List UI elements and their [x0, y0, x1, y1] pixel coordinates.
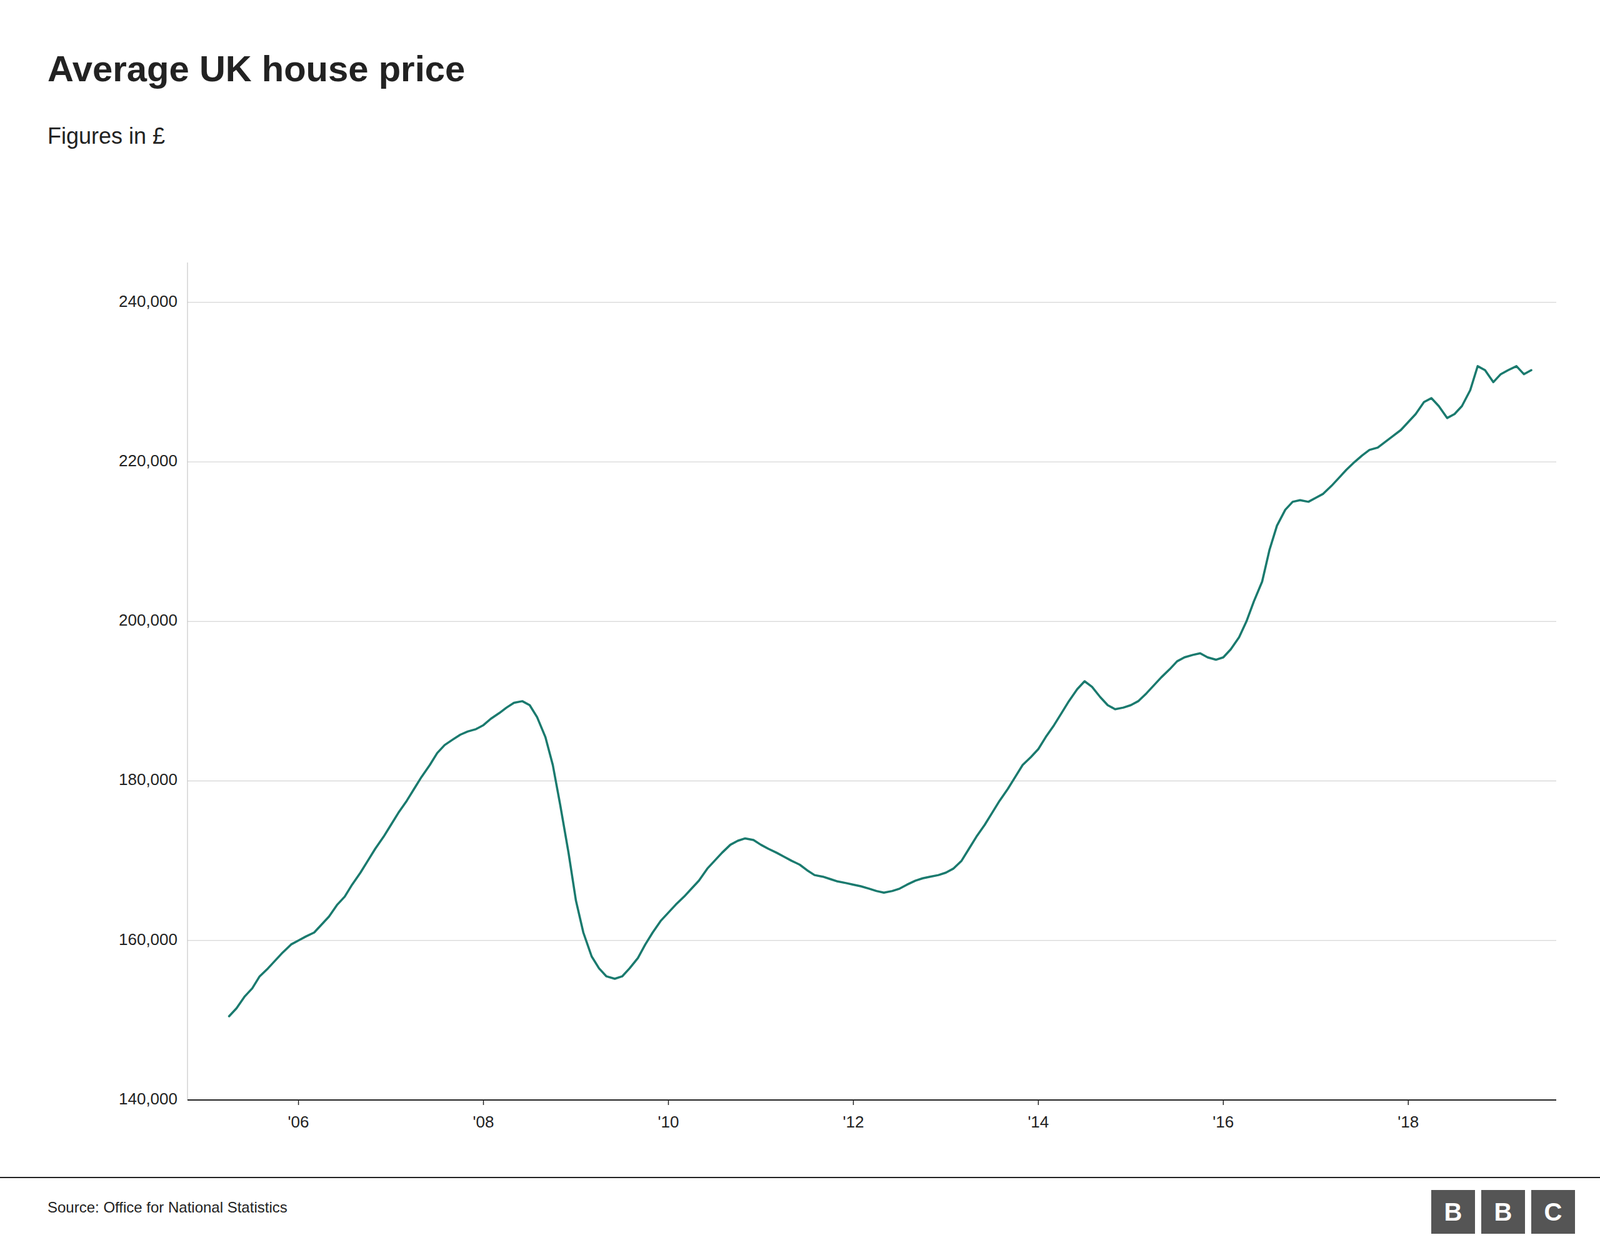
plot-area: [229, 366, 1532, 1017]
footer-separator: [0, 1176, 1600, 1179]
x-tick-label: '14: [1027, 1112, 1049, 1132]
x-tick-label: '10: [658, 1112, 680, 1132]
x-tick-label: '08: [473, 1112, 495, 1132]
logo: BBC: [1431, 1190, 1575, 1234]
x-tick-mark: [1038, 1100, 1040, 1105]
y-grid-line: [187, 461, 1557, 463]
logo-box: [1431, 1190, 1475, 1234]
axes: 140,000 160,000 180,000 200,000 220,000 240,0…: [118, 262, 1557, 1132]
y-tick-label: 220,000: [118, 451, 178, 470]
x-tick-label: '12: [842, 1112, 864, 1132]
y-grid-line: [187, 621, 1557, 622]
y-tick-label: 240,000: [118, 291, 178, 311]
y-axis-line: [187, 262, 189, 1100]
chart: Average UK house price Figures in £ 140,00…: [0, 0, 1600, 1250]
y-tick-label: 200,000: [118, 610, 178, 630]
subtitle: Figures in £: [47, 123, 165, 149]
y-grid-line: [187, 780, 1557, 782]
logo-letter: C: [1544, 1198, 1563, 1226]
logo-box: [1481, 1190, 1525, 1234]
background: [0, 0, 1600, 1250]
y-tick-label: 180,000: [118, 770, 178, 789]
x-tick-mark: [483, 1100, 485, 1105]
x-tick-mark: [1407, 1100, 1409, 1105]
y-grid-line: [187, 940, 1557, 941]
y-tick-label: 140,000: [118, 1089, 178, 1109]
logo-letter: B: [1494, 1198, 1513, 1226]
x-tick-label: '06: [288, 1112, 310, 1132]
source: Source: Office for National Statistics: [47, 1198, 288, 1216]
y-grid-line: [187, 1100, 1557, 1101]
x-tick-mark: [668, 1100, 670, 1105]
title: Average UK house price: [47, 48, 465, 89]
x-tick-label: '16: [1212, 1112, 1234, 1132]
y-tick-label: 160,000: [118, 930, 178, 949]
logo-letter: B: [1444, 1198, 1463, 1226]
x-tick-mark: [1223, 1100, 1225, 1105]
y-grid-line: [187, 301, 1557, 303]
x-tick-mark: [298, 1100, 300, 1105]
price-line: [229, 366, 1532, 1017]
x-axis-line: [187, 1099, 1557, 1101]
x-tick-mark: [853, 1100, 855, 1105]
grid: [187, 302, 1557, 1100]
x-tick-label: '18: [1397, 1112, 1419, 1132]
logo-box: [1531, 1190, 1575, 1234]
